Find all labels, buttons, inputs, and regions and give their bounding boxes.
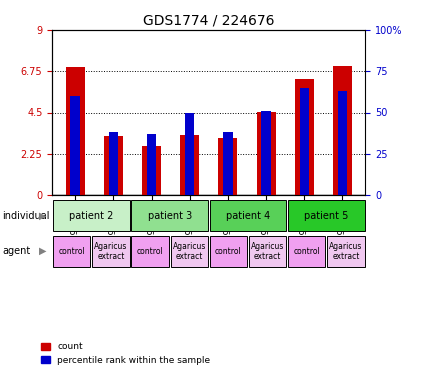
Legend: count, percentile rank within the sample: count, percentile rank within the sample [39, 340, 212, 367]
Bar [299, 88, 308, 195]
Text: Agaricus
extract: Agaricus extract [94, 242, 127, 261]
Text: control: control [136, 247, 163, 256]
Bar [294, 79, 313, 195]
Bar [256, 112, 275, 195]
Text: control: control [293, 247, 319, 256]
Bar [184, 112, 194, 195]
Text: Agaricus
extract: Agaricus extract [250, 242, 283, 261]
Title: GDS1774 / 224676: GDS1774 / 224676 [143, 13, 274, 27]
Text: Agaricus
extract: Agaricus extract [172, 242, 205, 261]
Text: control: control [58, 247, 85, 256]
Text: ▶: ▶ [39, 246, 46, 256]
Text: agent: agent [2, 246, 30, 256]
Text: individual: individual [2, 211, 49, 220]
Bar [180, 135, 199, 195]
Bar [261, 111, 270, 195]
Bar [66, 67, 85, 195]
Bar [332, 66, 351, 195]
Text: patient 2: patient 2 [69, 211, 113, 220]
Bar [146, 134, 156, 195]
Bar [104, 136, 122, 195]
Bar [70, 96, 80, 195]
Bar [108, 132, 118, 195]
Bar [218, 138, 237, 195]
Text: patient 5: patient 5 [303, 211, 348, 220]
Bar [141, 146, 161, 195]
Bar [223, 132, 232, 195]
Text: patient 3: patient 3 [147, 211, 191, 220]
Text: Agaricus
extract: Agaricus extract [329, 242, 362, 261]
Text: ▶: ▶ [39, 211, 46, 220]
Text: control: control [214, 247, 241, 256]
Text: patient 4: patient 4 [225, 211, 270, 220]
Bar [337, 91, 346, 195]
